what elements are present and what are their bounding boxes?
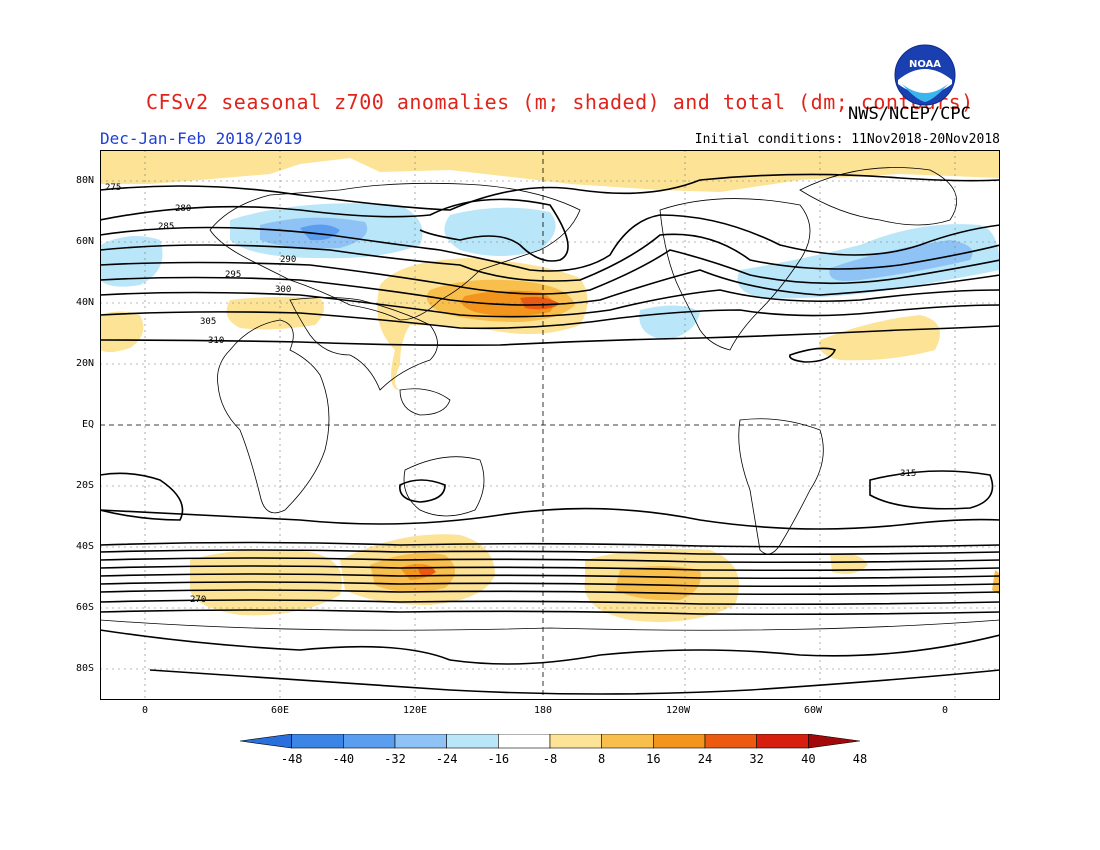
lat-label-40s: 40S [75,541,94,552]
colorbar-swatch [498,734,551,749]
colorbar-swatch [343,734,396,749]
lat-label-60s: 60S [75,602,94,613]
colorbar-swatch [756,734,809,749]
height-contours [100,173,1000,695]
colorbar-tick-label: 8 [598,752,606,766]
colorbar-tick-label: -24 [435,752,458,766]
colorbar-tick-label: 48 [852,752,868,766]
contour-label-305: 305 [200,317,216,327]
contour-label-275: 275 [105,183,121,193]
colorbar-tick-label: 24 [697,752,713,766]
colorbar-swatch [291,734,344,749]
colorbar-tick-label: 40 [801,752,816,766]
colorbar-swatch [394,734,447,749]
colorbar-tick-label: 16 [646,752,661,766]
colorbar-tick-label: -48 [280,752,303,766]
colorbar-swatch [240,734,292,749]
lon-label-60w: 60W [803,705,823,716]
lat-label-60n: 60N [75,236,94,247]
colorbar-tick-label: -8 [542,752,558,766]
colorbar-swatch [446,734,499,749]
lat-label-80s: 80S [75,663,94,674]
lon-label-120w: 120W [665,705,691,716]
noaa-logo-icon: NOAA [894,44,956,106]
colorbar-swatch [653,734,706,749]
lat-label-40n: 40N [75,297,94,308]
colorbar-swatch [549,734,602,749]
initial-conditions-label: Initial conditions: 11Nov2018-20Nov2018 [694,132,1000,147]
chart-title: CFSv2 seasonal z700 anomalies (m; shaded… [146,90,974,114]
colorbar-tick-label: -40 [332,752,355,766]
agency-label: NWS/NCEP/CPC [848,104,971,124]
contour-label-290: 290 [280,255,296,265]
colorbar-tick-label: -16 [487,752,510,766]
season-label: Dec-Jan-Feb 2018/2019 [100,129,303,148]
colorbar-tick-label: -32 [384,752,406,766]
contour-label-270: 270 [190,595,206,605]
colorbar-swatch [601,734,654,749]
world-map: 275 280 285 290 295 300 305 310 315 270 [100,150,1000,700]
contour-label-295: 295 [225,270,241,280]
lat-label-eq: EQ [81,419,94,430]
lon-label-120e: 120E [402,705,428,716]
noaa-logo-text: NOAA [909,59,941,70]
colorbar-swatch [704,734,757,749]
contour-labels: 275 280 285 290 295 300 305 310 315 270 [105,183,916,605]
coastlines [100,167,1000,631]
colorbar-swatch [808,734,860,749]
lat-label-20n: 20N [75,358,94,369]
contour-label-310: 310 [208,336,224,346]
lon-label-60e: 60E [270,705,290,716]
colorbar-swatches [240,734,860,749]
lon-label-0-east: 0 [941,705,949,716]
contour-label-300: 300 [275,285,291,295]
lat-label-80n: 80N [75,175,94,186]
lon-label-180: 180 [533,705,553,716]
colorbar [240,734,860,749]
contour-label-280: 280 [175,204,191,214]
lon-label-0: 0 [141,705,149,716]
lat-label-20s: 20S [75,480,94,491]
contour-label-315: 315 [900,469,916,479]
colorbar-tick-label: 32 [749,752,764,766]
contour-label-285: 285 [158,222,174,232]
equator-dateline [100,150,1000,700]
graticule [100,150,1000,700]
